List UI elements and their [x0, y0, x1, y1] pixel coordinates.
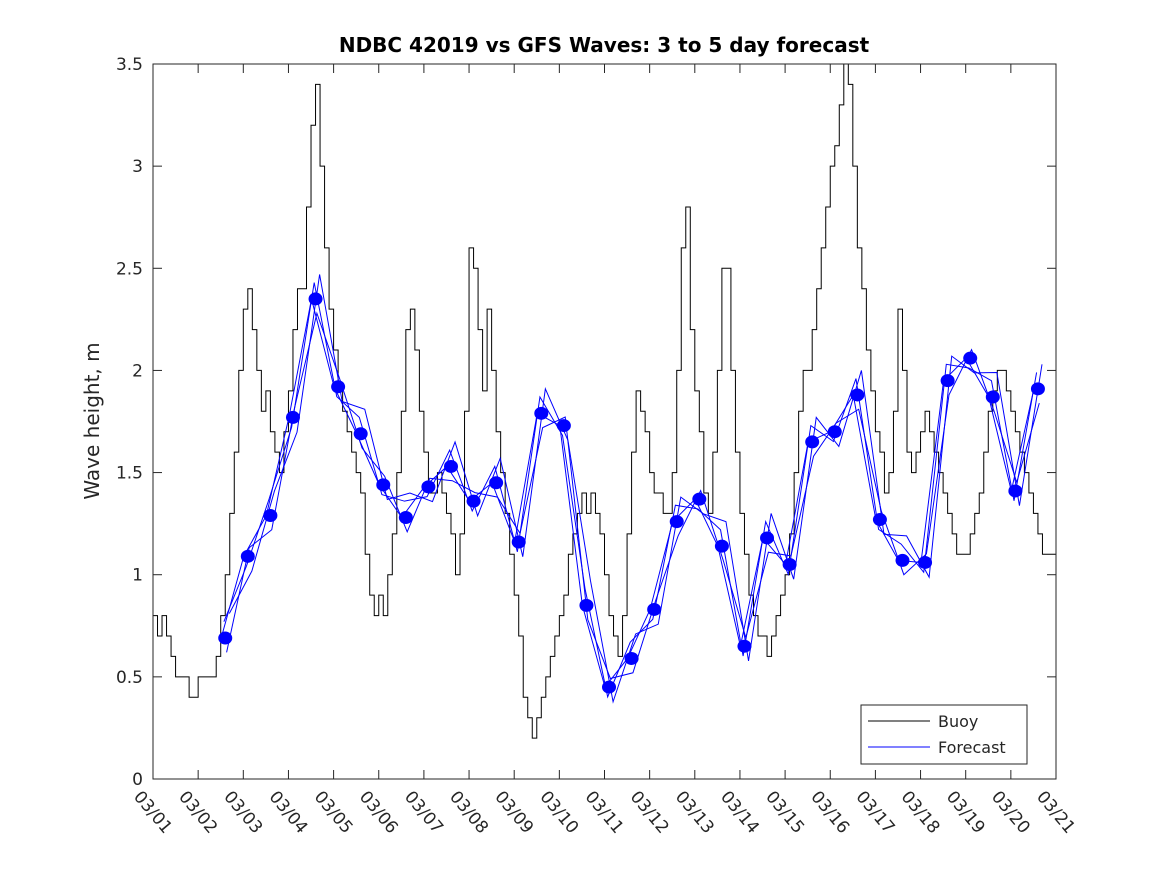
forecast-marker	[805, 435, 820, 449]
y-axis: 0 0.5 1 1.5 2 2.5 3 3.5	[116, 55, 1056, 790]
forecast-marker	[240, 549, 255, 563]
forecast-line	[223, 282, 1038, 699]
buoy-series	[153, 63, 1056, 739]
y-tick-label: 2	[132, 361, 143, 381]
legend-buoy-label: Buoy	[938, 712, 978, 731]
forecast-marker	[534, 406, 549, 420]
legend-box	[860, 704, 1028, 765]
forecast-marker	[1008, 484, 1023, 498]
forecast-line	[226, 311, 1040, 680]
forecast-marker	[918, 555, 933, 569]
forecast-marker	[218, 631, 233, 645]
y-tick-label: 1	[132, 566, 143, 586]
forecast-marker	[782, 558, 797, 571]
forecast-marker	[827, 425, 842, 439]
forecast-marker	[602, 680, 617, 694]
forecast-marker	[556, 419, 571, 433]
forecast-marker	[940, 374, 955, 388]
forecast-marker	[308, 292, 323, 306]
y-tick-label: 1.5	[116, 464, 143, 484]
y-tick-label: 2.5	[116, 259, 143, 279]
forecast-marker	[714, 539, 729, 553]
forecast-marker	[624, 651, 639, 665]
forecast-marker	[398, 511, 413, 525]
forecast-marker	[850, 388, 865, 402]
forecast-marker	[737, 639, 752, 653]
forecast-marker	[985, 390, 1000, 404]
legend-forecast-label: Forecast	[938, 738, 1006, 757]
y-axis-label: Wave height, m	[80, 342, 104, 499]
y-tick-label: 0.5	[116, 668, 143, 688]
forecast-marker	[872, 513, 887, 527]
forecast-marker	[421, 480, 436, 494]
forecast-marker	[263, 508, 278, 522]
y-tick-label: 0	[132, 770, 143, 790]
forecast-line	[228, 274, 1043, 704]
legend: Buoy Forecast	[860, 704, 1028, 765]
forecast-marker	[353, 427, 368, 441]
forecast-markers	[218, 292, 1045, 694]
forecast-marker	[692, 492, 707, 506]
plot-area	[153, 64, 1056, 779]
forecast-marker	[669, 515, 684, 529]
forecast-marker	[331, 380, 346, 394]
forecast-marker	[963, 351, 978, 365]
y-tick-label: 3	[132, 157, 143, 177]
forecast-marker	[895, 553, 910, 567]
forecast-marker	[760, 531, 775, 545]
forecast-marker	[443, 459, 458, 473]
forecast-marker	[489, 476, 504, 490]
forecast-marker	[285, 410, 300, 424]
forecast-marker	[511, 535, 526, 549]
forecast-marker	[376, 478, 391, 492]
forecast-marker	[647, 602, 662, 616]
forecast-marker	[466, 494, 481, 508]
forecast-marker	[1030, 382, 1045, 396]
forecast-marker	[579, 598, 594, 612]
chart-title: NDBC 42019 vs GFS Waves: 3 to 5 day fore…	[339, 33, 870, 57]
buoy-line	[153, 63, 1056, 739]
y-tick-label: 3.5	[116, 55, 143, 75]
